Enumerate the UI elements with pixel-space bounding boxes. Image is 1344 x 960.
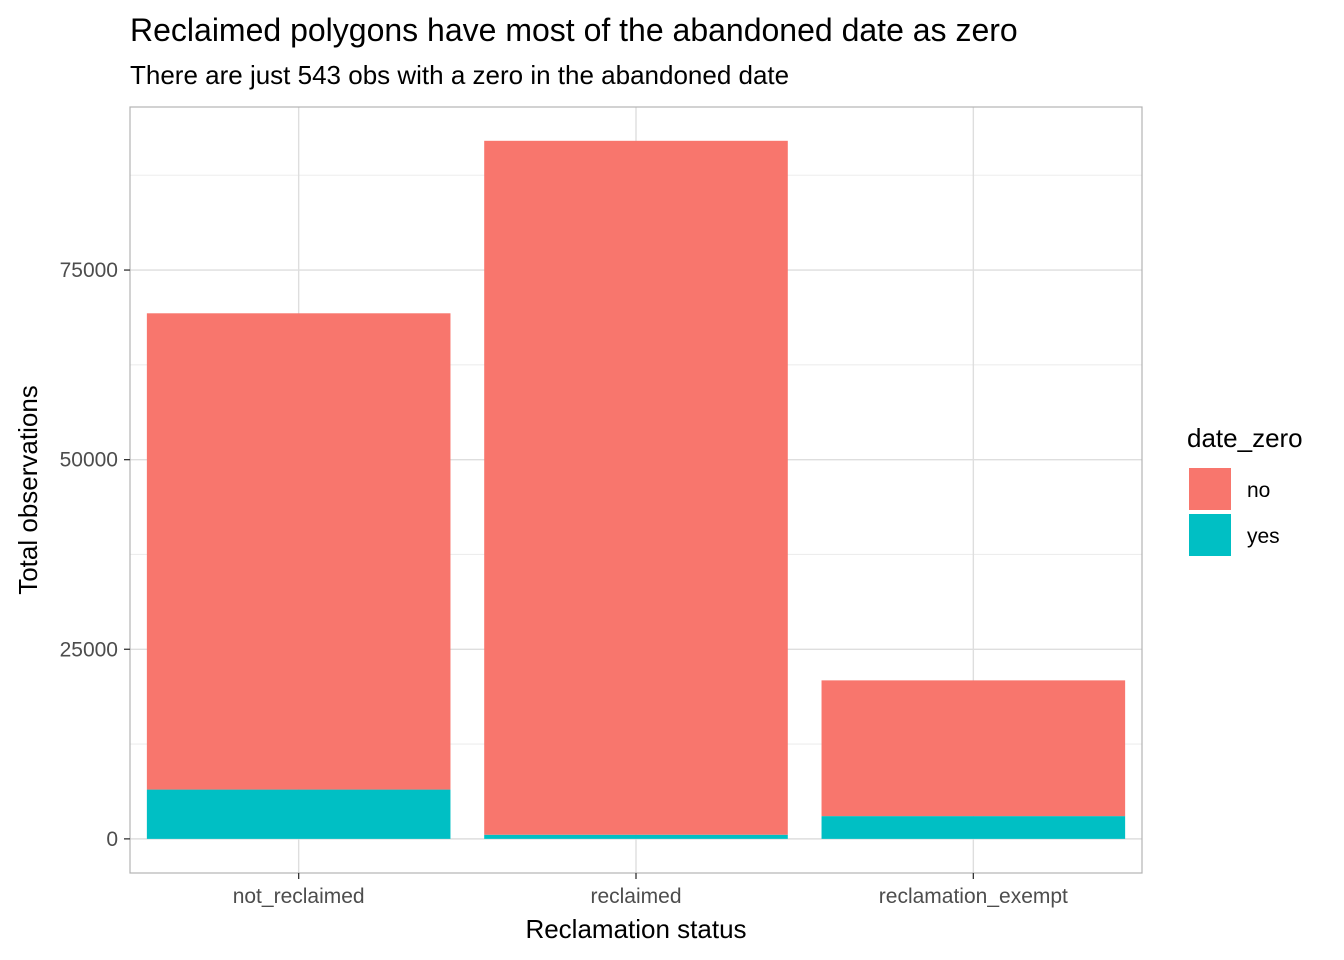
x-tick-label: not_reclaimed — [233, 885, 365, 908]
y-tick-label: 0 — [106, 828, 118, 851]
legend: date_zero no yes — [1187, 423, 1303, 556]
bars — [146, 140, 1126, 839]
bar-yes-reclamation_exempt — [821, 816, 1126, 839]
x-axis: not_reclaimed reclaimed reclamation_exempt — [233, 873, 1068, 908]
y-tick-label: 25000 — [60, 638, 118, 661]
chart-subtitle: There are just 543 obs with a zero in th… — [130, 60, 789, 90]
legend-title: date_zero — [1187, 423, 1303, 453]
chart-title: Reclaimed polygons have most of the aban… — [130, 12, 1018, 48]
legend-label-yes: yes — [1247, 525, 1280, 548]
bar-yes-not_reclaimed — [146, 789, 451, 839]
bar-no-reclamation_exempt — [821, 680, 1126, 817]
y-tick-label: 50000 — [60, 449, 118, 472]
bar-no-not_reclaimed — [146, 313, 451, 790]
plot-panel — [129, 106, 1143, 874]
legend-label-no: no — [1247, 479, 1270, 502]
y-axis-title: Total observations — [13, 385, 43, 595]
legend-key-no — [1189, 468, 1231, 510]
bar-yes-reclaimed — [484, 834, 788, 839]
x-axis-title: Reclamation status — [525, 914, 746, 944]
x-tick-label: reclamation_exempt — [879, 885, 1068, 908]
y-tick-label: 75000 — [60, 259, 118, 282]
x-tick-label: reclaimed — [590, 885, 681, 908]
bar-no-reclaimed — [484, 140, 788, 835]
legend-key-yes — [1189, 514, 1231, 556]
y-axis: 0 25000 50000 75000 — [60, 259, 130, 851]
